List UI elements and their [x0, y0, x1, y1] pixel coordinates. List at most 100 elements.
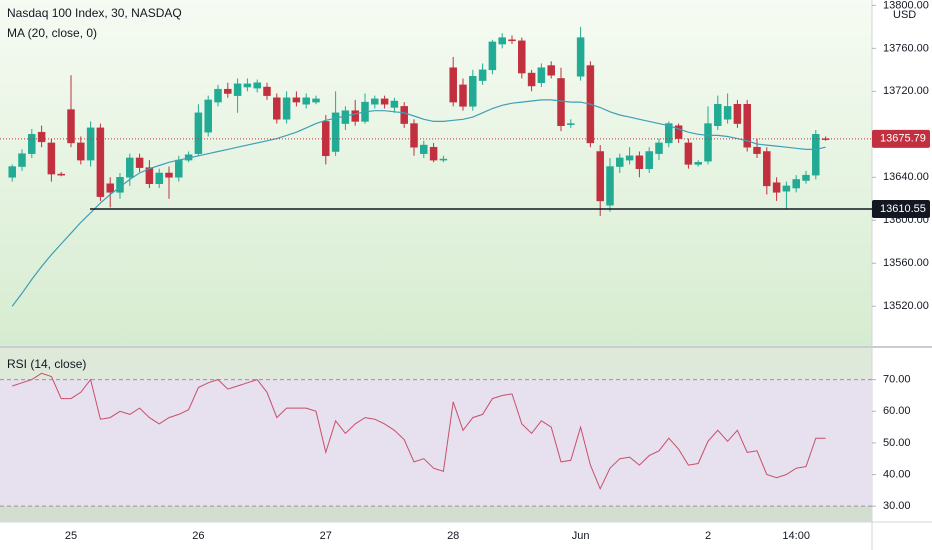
- candle-body: [772, 182, 781, 193]
- y-tick-label: 13520.00: [883, 300, 929, 312]
- candle-body: [106, 183, 114, 193]
- x-tick-label: 25: [65, 530, 77, 542]
- candle-body: [518, 40, 526, 74]
- candle-body: [302, 97, 310, 105]
- candle-body: [635, 155, 644, 169]
- chart-title: Nasdaq 100 Index, 30, NASDAQ: [7, 6, 182, 20]
- candle-body: [449, 67, 457, 103]
- x-tick-label: Jun: [572, 530, 590, 542]
- candle-body: [694, 162, 702, 165]
- candle-body: [145, 167, 154, 184]
- candle-body: [67, 109, 75, 144]
- candle-body: [655, 142, 663, 154]
- y-tick-label: 13720.00: [883, 85, 929, 97]
- candle-body: [400, 106, 408, 124]
- candle-body: [28, 134, 36, 154]
- price-tag: [872, 129, 930, 148]
- y-tick-label: 13800.00: [883, 0, 929, 11]
- candle-body: [527, 72, 536, 87]
- candle-body: [429, 146, 438, 161]
- candle-body: [322, 121, 330, 157]
- candle-body: [537, 67, 546, 83]
- candle-body: [243, 83, 252, 88]
- x-tick-label: 28: [447, 530, 459, 542]
- y-tick-label: 13760.00: [883, 42, 929, 54]
- candle-body: [420, 144, 428, 154]
- candle-body: [488, 41, 497, 71]
- candle-body: [292, 97, 301, 103]
- candle-body: [684, 142, 693, 165]
- candle-body: [96, 127, 105, 197]
- candle-body: [547, 65, 555, 76]
- time-axis: [0, 522, 872, 550]
- candle-body: [253, 82, 261, 89]
- candle-body: [390, 100, 399, 108]
- candle-body: [37, 131, 46, 143]
- candle-body: [371, 98, 379, 105]
- candle-body: [135, 157, 144, 168]
- candle-body: [439, 158, 448, 161]
- price-axis: [872, 0, 932, 550]
- x-tick-label: 26: [192, 530, 204, 542]
- candle-body: [733, 103, 742, 124]
- y-tick-label: 13560.00: [883, 257, 929, 269]
- candle-body: [596, 151, 604, 202]
- candle-body: [57, 173, 65, 176]
- candle-body: [165, 172, 173, 178]
- candle-body: [763, 151, 771, 187]
- candle-body: [576, 37, 585, 77]
- rsi-line: [12, 372, 826, 491]
- legend-entry: RSI (14, close): [7, 357, 86, 371]
- candle-body: [616, 157, 624, 167]
- x-tick-label: 14:00: [782, 530, 810, 542]
- candle-body: [723, 106, 732, 120]
- candle-body: [77, 142, 85, 161]
- candle-body: [263, 86, 271, 96]
- candle-body: [18, 153, 26, 167]
- candle-body: [812, 134, 820, 176]
- candle-body: [273, 97, 281, 120]
- rsi-band: [0, 379, 872, 507]
- currency: USD: [893, 9, 916, 21]
- candle-body: [233, 83, 242, 96]
- plot: [0, 26, 872, 522]
- y-tick-label: 60.00: [883, 405, 911, 417]
- candle-body: [743, 103, 751, 148]
- y-tick-label: 40.00: [883, 468, 911, 480]
- x-tick-label: 27: [320, 530, 332, 542]
- candle-body: [606, 166, 614, 206]
- ma-line: [11, 99, 826, 307]
- candle-body: [508, 39, 516, 42]
- y-tick-label: 13640.00: [883, 171, 929, 183]
- legend-entry: MA (20, close, 0): [7, 26, 97, 40]
- candle-body: [155, 172, 163, 184]
- y-tick-label: 30.00: [883, 500, 911, 512]
- candle-body: [351, 110, 359, 122]
- candle-body: [47, 142, 56, 175]
- candle-body: [665, 123, 673, 144]
- candle-body: [410, 123, 418, 148]
- candle-body: [380, 98, 389, 105]
- candle-body: [714, 103, 722, 126]
- candle-body: [498, 37, 506, 45]
- price-pane: [0, 0, 872, 346]
- rsi-lower: [0, 506, 872, 522]
- y-tick-label: 50.00: [883, 437, 911, 449]
- candle-body: [704, 123, 712, 162]
- candle-body: [194, 112, 203, 154]
- candle-body: [459, 84, 467, 107]
- candle-body: [782, 185, 791, 192]
- candle-body: [282, 97, 291, 120]
- candle-body: [86, 127, 95, 161]
- price-tag-label: 13610.55: [880, 203, 926, 215]
- price-tag: [872, 199, 930, 218]
- candle-body: [126, 157, 134, 178]
- candle-body: [8, 166, 16, 178]
- candle-body: [567, 123, 575, 125]
- candle-body: [792, 179, 800, 189]
- candle-body: [224, 88, 232, 94]
- x-tick-label: 2: [705, 530, 711, 542]
- price-tag-label: 13675.79: [880, 133, 926, 145]
- candle-body: [312, 98, 320, 103]
